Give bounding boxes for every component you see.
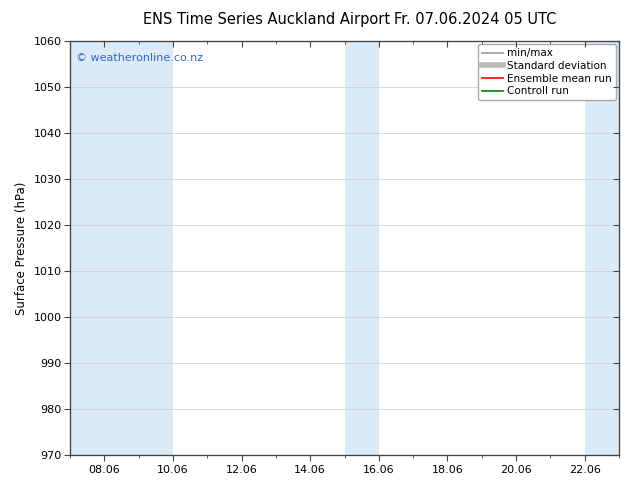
Bar xyxy=(70,41,173,455)
Bar xyxy=(344,41,379,455)
Text: Fr. 07.06.2024 05 UTC: Fr. 07.06.2024 05 UTC xyxy=(394,12,557,27)
Bar xyxy=(585,41,619,455)
Text: ENS Time Series Auckland Airport: ENS Time Series Auckland Airport xyxy=(143,12,390,27)
Y-axis label: Surface Pressure (hPa): Surface Pressure (hPa) xyxy=(15,181,28,315)
Text: © weatheronline.co.nz: © weatheronline.co.nz xyxy=(75,53,203,64)
Legend: min/max, Standard deviation, Ensemble mean run, Controll run: min/max, Standard deviation, Ensemble me… xyxy=(478,44,616,100)
